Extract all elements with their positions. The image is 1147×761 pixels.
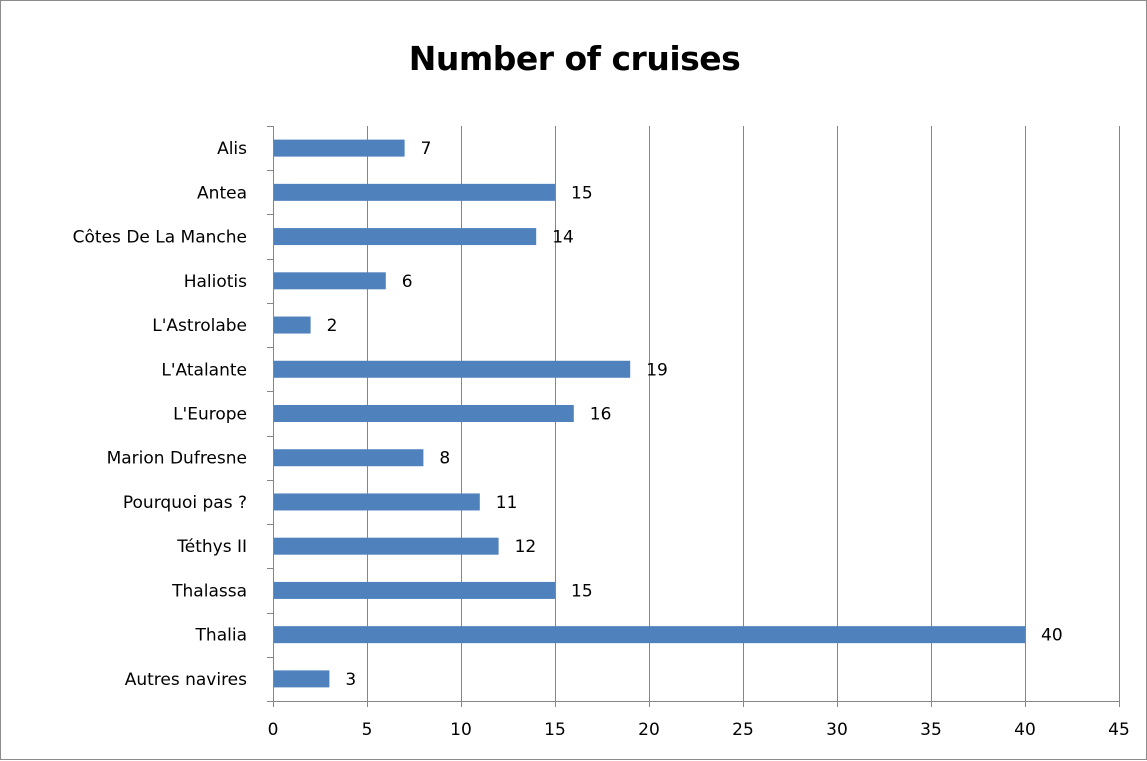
category-label: L'Europe	[173, 405, 247, 425]
data-label: 8	[439, 449, 450, 469]
data-label: 11	[496, 493, 518, 513]
x-tick-label: 20	[638, 720, 660, 740]
x-tick-label: 30	[826, 720, 848, 740]
bar	[274, 670, 330, 688]
x-tick-label: 25	[732, 720, 754, 740]
x-tick-label: 15	[544, 720, 566, 740]
bar	[274, 183, 555, 201]
x-tick-label: 5	[362, 720, 373, 740]
data-label: 12	[515, 537, 537, 557]
category-label: Thalassa	[171, 581, 247, 601]
bar	[274, 272, 386, 290]
data-label: 6	[402, 272, 413, 292]
category-label: L'Atalante	[161, 360, 247, 380]
bar	[274, 449, 424, 467]
bar	[274, 139, 405, 157]
x-tick-label: 35	[920, 720, 942, 740]
data-label: 2	[327, 316, 338, 336]
category-label: Thalia	[195, 626, 247, 646]
data-label: 15	[571, 183, 593, 203]
axes	[267, 126, 1120, 707]
x-tick-label: 45	[1108, 720, 1130, 740]
data-label: 19	[646, 360, 668, 380]
bar	[274, 626, 1025, 644]
category-label: Côtes De La Manche	[73, 228, 247, 248]
bar	[274, 316, 311, 334]
data-label: 16	[590, 405, 612, 425]
category-label: Alis	[217, 139, 247, 159]
x-tick-label: 0	[268, 720, 279, 740]
bar	[274, 581, 555, 599]
data-label: 40	[1041, 626, 1063, 646]
category-label: Marion Dufresne	[107, 449, 247, 469]
category-label: Antea	[197, 183, 247, 203]
category-label: Haliotis	[184, 272, 247, 292]
bar	[274, 405, 574, 422]
category-label: Autres navires	[125, 670, 247, 690]
category-label: Pourquoi pas ?	[123, 493, 247, 513]
x-tick-label: 40	[1014, 720, 1036, 740]
chart-title: Number of cruises	[408, 39, 741, 78]
data-label: 14	[552, 228, 574, 248]
category-label: Téthys II	[176, 537, 247, 557]
bar	[274, 360, 631, 378]
labels: 0 5 10 15 20 25 30 35 40 45 Alis 7 Antea 15 Côtes De L…	[73, 139, 1130, 740]
x-tick-label: 10	[450, 720, 472, 740]
data-label: 7	[421, 139, 432, 159]
category-label: L'Astrolabe	[152, 316, 247, 336]
bars	[274, 139, 1025, 688]
bar	[274, 537, 499, 555]
bar	[274, 493, 480, 511]
data-label: 15	[571, 581, 593, 601]
bar	[274, 228, 537, 246]
data-label: 3	[345, 670, 356, 690]
